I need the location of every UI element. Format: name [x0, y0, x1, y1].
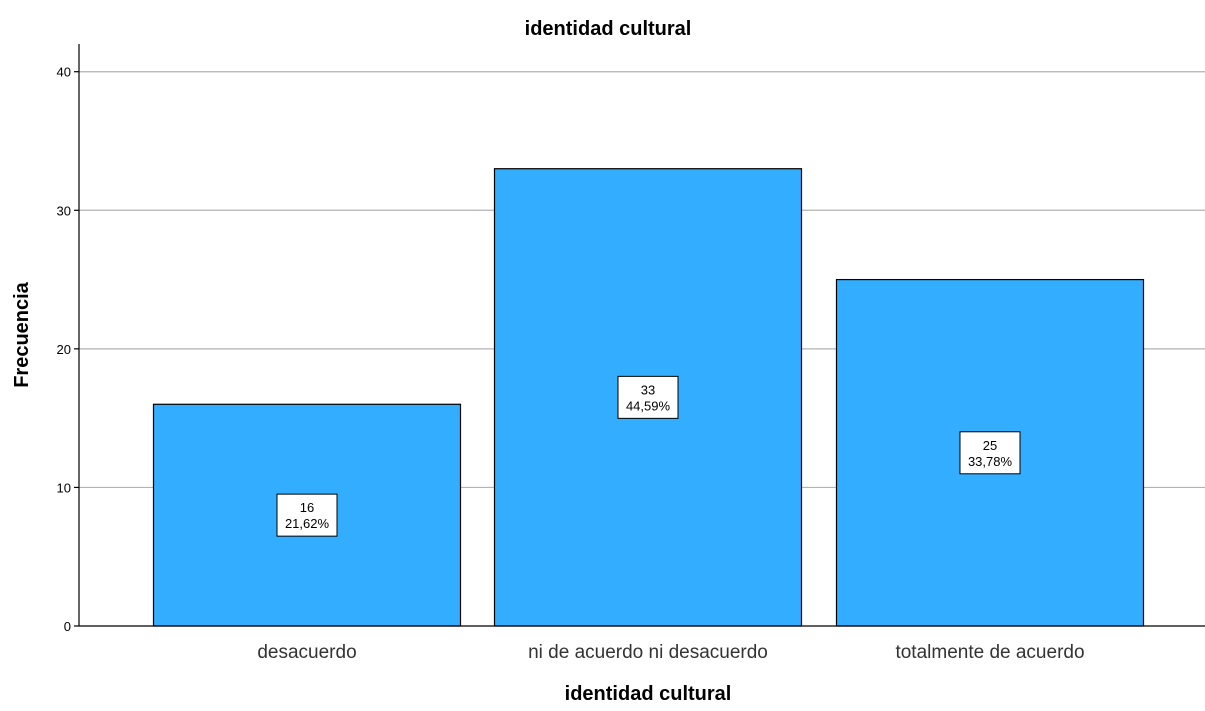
x-tick-labels: desacuerdo ni de acuerdo ni desacuerdo tot…	[257, 642, 1084, 663]
axes	[74, 44, 1205, 627]
x-tick-label: desacuerdo	[257, 642, 356, 663]
y-tick-label: 40	[57, 65, 71, 80]
y-tick-label: 30	[57, 203, 71, 218]
data-label-box	[617, 375, 679, 419]
data-label-box	[276, 493, 338, 537]
y-axis-title: Frecuencia	[11, 281, 33, 387]
y-tick-labels: 0 10 20 30 40	[57, 65, 71, 634]
data-label-percent: 44,59%	[626, 398, 671, 413]
data-label-percent: 21,62%	[285, 516, 330, 531]
data-label-count: 25	[983, 438, 997, 453]
data-label-count: 33	[641, 382, 655, 397]
y-tick-label: 20	[57, 342, 71, 357]
y-tick-label: 0	[64, 619, 71, 634]
data-label-count: 16	[300, 500, 314, 515]
data-label-percent: 33,78%	[968, 454, 1013, 469]
x-tick-label: totalmente de acuerdo	[895, 642, 1084, 663]
chart-title: identidad cultural	[525, 18, 692, 40]
x-axis-title: identidad cultural	[565, 683, 732, 705]
y-tick-label: 10	[57, 480, 71, 495]
x-tick-label: ni de acuerdo ni desacuerdo	[528, 642, 768, 663]
data-label-box	[959, 431, 1021, 475]
